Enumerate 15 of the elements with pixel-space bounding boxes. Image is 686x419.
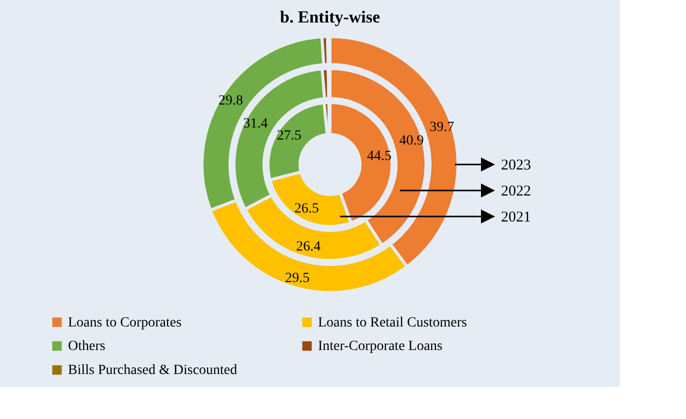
chart-title: b. Entity-wise bbox=[280, 8, 381, 26]
slice-label: 2022 bbox=[501, 184, 531, 200]
data-label: 26.5 bbox=[294, 202, 319, 217]
data-label: 29.5 bbox=[285, 270, 310, 286]
data-label: 29.8 bbox=[218, 94, 244, 109]
slice-label: 2023 bbox=[501, 158, 531, 174]
legend-label: Bills Purchased & Discounted bbox=[68, 363, 238, 378]
legend-label: Others bbox=[68, 339, 106, 354]
data-label: 26.4 bbox=[296, 240, 321, 255]
legend-label: Loans to Corporates bbox=[68, 315, 182, 330]
data-label: 27.5 bbox=[276, 128, 302, 144]
data-label: 31.4 bbox=[243, 116, 268, 132]
legend-label: Inter-Corporate Loans bbox=[318, 339, 443, 354]
legend-label: Loans to Retail Customers bbox=[318, 315, 467, 330]
slice-label: 2021 bbox=[501, 210, 531, 226]
